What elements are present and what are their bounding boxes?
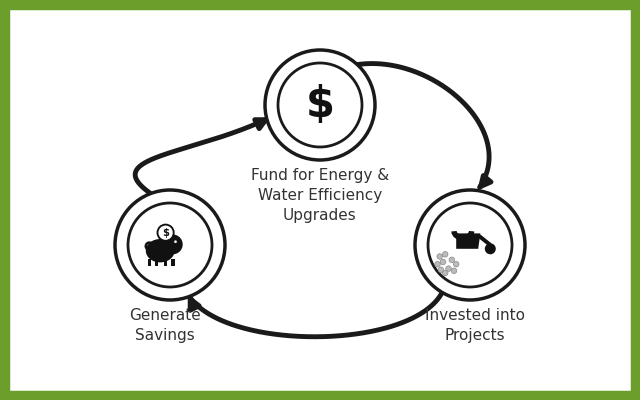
Bar [155, 259, 158, 266]
Circle shape [163, 234, 182, 254]
Circle shape [442, 270, 448, 276]
Circle shape [440, 259, 445, 265]
Circle shape [128, 203, 212, 287]
Circle shape [449, 257, 454, 262]
Circle shape [174, 240, 177, 243]
Circle shape [485, 243, 496, 254]
Text: Fund for Energy &
Water Efficiency
Upgrades: Fund for Energy & Water Efficiency Upgra… [251, 168, 389, 222]
Circle shape [278, 63, 362, 147]
Text: $: $ [305, 84, 335, 126]
Polygon shape [478, 234, 492, 246]
Circle shape [438, 267, 444, 272]
Circle shape [442, 252, 448, 257]
Circle shape [428, 203, 512, 287]
Circle shape [265, 50, 375, 160]
Circle shape [415, 190, 525, 300]
Circle shape [157, 225, 173, 241]
Bar [171, 259, 175, 266]
Ellipse shape [175, 244, 182, 249]
Circle shape [445, 266, 451, 271]
Text: Invested into
Projects: Invested into Projects [425, 308, 525, 343]
Circle shape [435, 262, 440, 267]
Bar [148, 259, 151, 266]
Bar [164, 259, 168, 266]
Circle shape [451, 268, 457, 274]
Polygon shape [456, 234, 481, 249]
Ellipse shape [146, 239, 175, 262]
Circle shape [115, 190, 225, 300]
Text: Generate
Savings: Generate Savings [129, 308, 201, 343]
Text: $: $ [162, 228, 169, 238]
Circle shape [454, 262, 459, 267]
Circle shape [437, 254, 442, 259]
Ellipse shape [166, 234, 172, 239]
